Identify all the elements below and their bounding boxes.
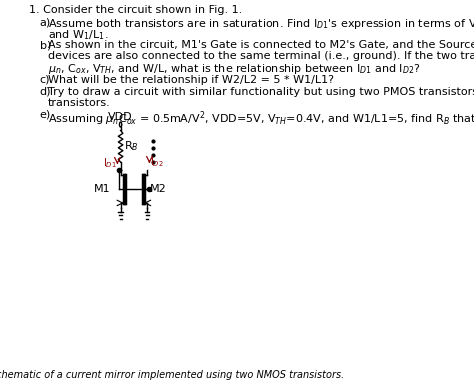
Text: I$_{D2}$: I$_{D2}$ bbox=[150, 155, 164, 169]
Text: b): b) bbox=[40, 40, 51, 50]
Text: 1. Consider the circuit shown in Fig. 1.: 1. Consider the circuit shown in Fig. 1. bbox=[28, 5, 242, 15]
Text: M2: M2 bbox=[149, 184, 166, 194]
Text: Assume both transistors are in saturation. Find I$_{D1}$'s expression in terms o: Assume both transistors are in saturatio… bbox=[48, 17, 474, 31]
Text: R$_B$: R$_B$ bbox=[124, 139, 138, 153]
Text: As shown in the circuit, M1's Gate is connected to M2's Gate, and the Source ter: As shown in the circuit, M1's Gate is co… bbox=[48, 40, 474, 50]
Text: and W$_1$/L$_1$.: and W$_1$/L$_1$. bbox=[48, 28, 109, 42]
Text: Fig.1. Circuit schematic of a current mirror implemented using two NMOS transist: Fig.1. Circuit schematic of a current mi… bbox=[0, 370, 345, 380]
Text: $\mu_n$, C$_{ox}$, V$_{TH}$, and W/L, what is the relationship between I$_{D1}$ : $\mu_n$, C$_{ox}$, V$_{TH}$, and W/L, wh… bbox=[48, 62, 420, 76]
Text: M1: M1 bbox=[94, 184, 110, 194]
Text: VDD: VDD bbox=[108, 112, 133, 121]
Text: c): c) bbox=[40, 75, 50, 85]
Text: Assuming $\mu_n$C$_{ox}$ = 0.5mA/V$^2$, VDD=5V, V$_{TH}$=0.4V, and W1/L1=5, find: Assuming $\mu_n$C$_{ox}$ = 0.5mA/V$^2$, … bbox=[48, 110, 474, 128]
Text: Try to draw a circuit with similar functionality but using two PMOS transistors : Try to draw a circuit with similar funct… bbox=[48, 87, 474, 97]
Text: devices are also connected to the same terminal (i.e., ground). If the two trans: devices are also connected to the same t… bbox=[48, 51, 474, 61]
Text: What will be the relationship if W2/L2 = 5 * W1/L1?: What will be the relationship if W2/L2 =… bbox=[48, 75, 334, 85]
Text: a): a) bbox=[40, 17, 51, 27]
Text: e): e) bbox=[40, 110, 51, 119]
Text: transistors.: transistors. bbox=[48, 98, 110, 108]
Text: I$_{D1}$: I$_{D1}$ bbox=[103, 156, 117, 170]
Text: d): d) bbox=[40, 87, 51, 97]
